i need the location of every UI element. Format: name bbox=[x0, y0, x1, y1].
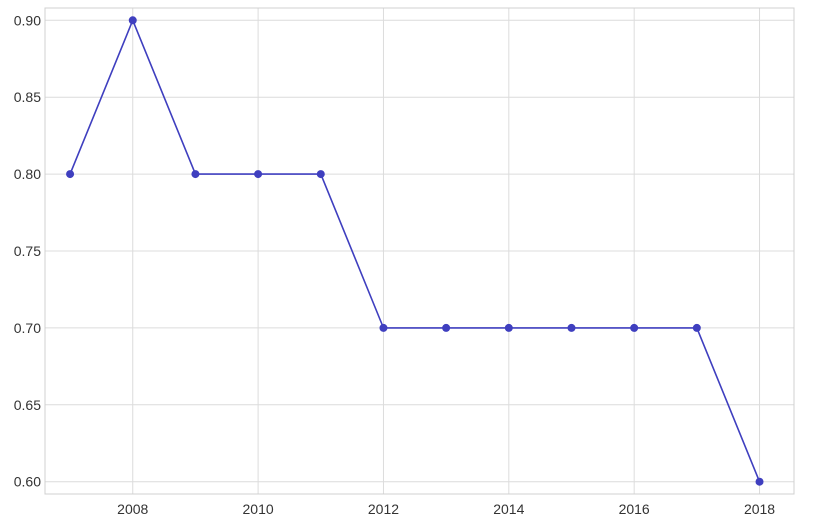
x-tick-label: 2018 bbox=[744, 501, 775, 517]
x-tick-label: 2014 bbox=[493, 501, 524, 517]
data-point bbox=[567, 323, 576, 332]
y-tick-label: 0.85 bbox=[14, 89, 41, 105]
data-point bbox=[316, 170, 325, 179]
y-tick-label: 0.60 bbox=[14, 474, 41, 490]
data-point bbox=[692, 323, 701, 332]
x-tick-label: 2008 bbox=[117, 501, 148, 517]
data-point bbox=[379, 323, 388, 332]
x-tick-label: 2012 bbox=[368, 501, 399, 517]
data-point bbox=[66, 170, 75, 179]
y-tick-label: 0.90 bbox=[14, 12, 41, 28]
x-tick-label: 2010 bbox=[243, 501, 274, 517]
series-layer bbox=[66, 16, 764, 486]
x-tick-label: 2016 bbox=[619, 501, 650, 517]
data-point bbox=[442, 323, 451, 332]
data-point bbox=[254, 170, 263, 179]
y-tick-label: 0.75 bbox=[14, 243, 41, 259]
series-line bbox=[69, 19, 761, 483]
y-tick-label: 0.65 bbox=[14, 397, 41, 413]
y-tick-label: 0.80 bbox=[14, 166, 41, 182]
data-point bbox=[504, 323, 513, 332]
data-point bbox=[128, 16, 137, 25]
y-tick-label: 0.70 bbox=[14, 320, 41, 336]
data-point bbox=[630, 323, 639, 332]
x-axis-ticks: 2008 2010 2012 2014 2016 2018 bbox=[117, 501, 775, 517]
y-axis-ticks: 0.60 0.65 0.70 0.75 0.80 0.85 0.90 bbox=[14, 12, 41, 489]
data-point bbox=[755, 477, 764, 486]
grid-lines bbox=[45, 8, 794, 494]
data-point bbox=[191, 170, 200, 179]
plot-frame bbox=[44, 7, 795, 495]
